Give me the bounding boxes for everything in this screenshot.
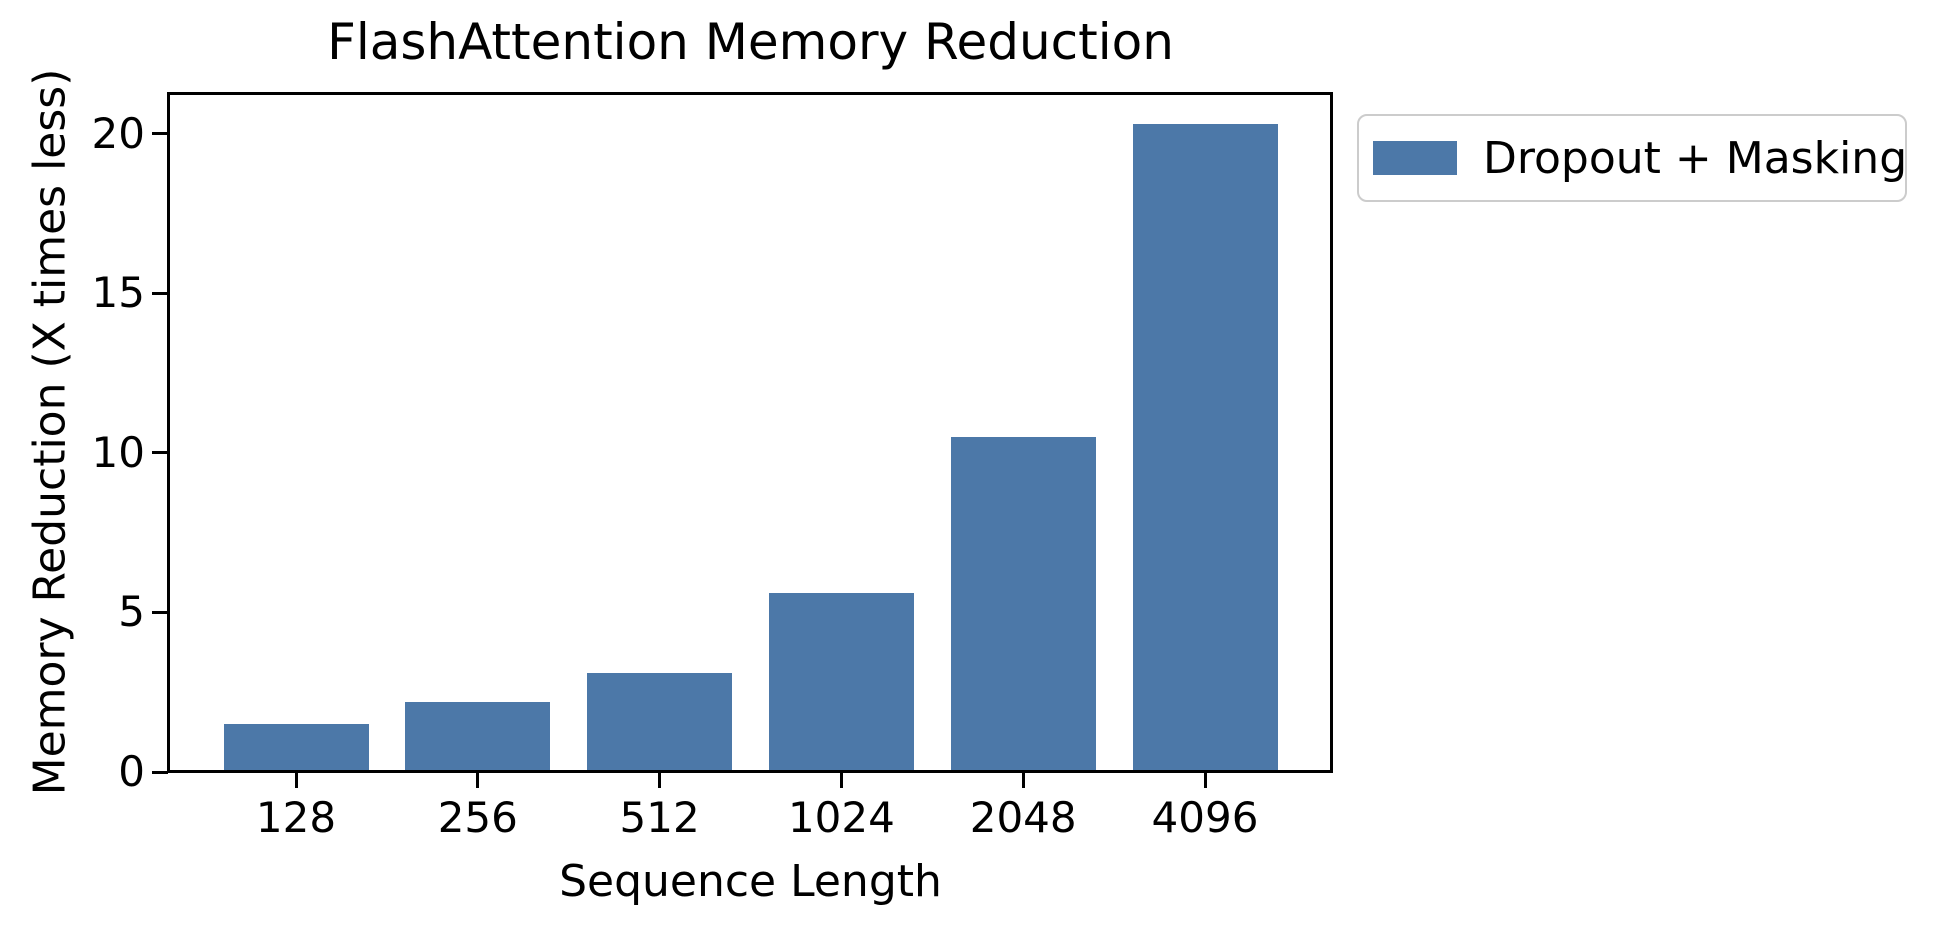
x-tick-mark bbox=[839, 773, 843, 788]
y-tick-mark bbox=[152, 291, 168, 295]
y-tick-mark bbox=[152, 132, 168, 135]
y-tick-label: 10 bbox=[91, 427, 145, 477]
x-tick-label: 2048 bbox=[969, 793, 1077, 842]
bar-4096 bbox=[1132, 123, 1278, 772]
x-tick-label: 256 bbox=[437, 793, 518, 842]
legend: Dropout + Masking bbox=[1357, 114, 1907, 202]
y-tick-label: 15 bbox=[91, 268, 145, 318]
x-tick-mark bbox=[1203, 773, 1207, 788]
y-tick-label: 5 bbox=[118, 587, 145, 637]
x-tick-mark bbox=[294, 773, 298, 788]
y-tick-label: 20 bbox=[91, 108, 145, 158]
x-axis-label: Sequence Length bbox=[559, 856, 942, 907]
bar-2048 bbox=[950, 436, 1096, 772]
legend-color-swatch bbox=[1373, 141, 1457, 175]
y-tick-label: 0 bbox=[118, 747, 145, 796]
chart-title: FlashAttention Memory Reduction bbox=[327, 13, 1174, 71]
x-tick-label: 1024 bbox=[787, 793, 895, 842]
x-tick-label: 512 bbox=[619, 793, 700, 842]
bar-512 bbox=[587, 673, 733, 772]
y-tick-mark bbox=[152, 770, 168, 774]
bar-1024 bbox=[768, 593, 914, 772]
x-tick-label: 4096 bbox=[1151, 793, 1259, 842]
x-tick-label: 128 bbox=[255, 793, 337, 842]
x-tick-mark bbox=[658, 773, 662, 788]
x-tick-mark bbox=[476, 773, 480, 788]
y-tick-mark bbox=[152, 451, 168, 455]
x-tick-mark bbox=[1021, 773, 1025, 788]
bar-256 bbox=[405, 701, 551, 772]
legend-series-label: Dropout + Masking bbox=[1483, 132, 1908, 184]
bar-128 bbox=[223, 724, 369, 772]
y-tick-mark bbox=[152, 610, 168, 614]
